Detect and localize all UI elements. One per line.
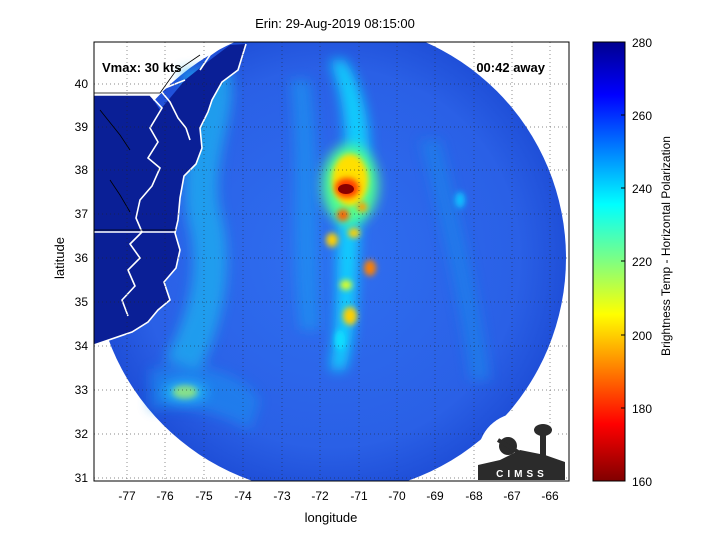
- x-tick-label: -72: [311, 489, 329, 503]
- warm-bands: [150, 70, 490, 430]
- x-tick-label: -74: [234, 489, 252, 503]
- y-tick-label: 38: [75, 163, 89, 177]
- colorbar-gradient: [592, 41, 626, 482]
- colorbar-tick: 180: [632, 402, 652, 416]
- vmax-label: Vmax: 30 kts: [102, 60, 182, 75]
- colorbar-tick: 220: [632, 255, 652, 269]
- x-tick-label: -68: [465, 489, 483, 503]
- colorbar-tick: 200: [632, 329, 652, 343]
- x-tick-label: -73: [273, 489, 291, 503]
- y-tick-label: 37: [75, 207, 89, 221]
- x-tick-label: -67: [503, 489, 521, 503]
- colorbar-label: Brightness Temp - Horizontal Polarizatio…: [659, 136, 673, 356]
- y-axis-ticks: 40 39 38 37 36 35 34 33 32 31: [75, 77, 89, 485]
- colorbar: 280 260 240 220 200 180 160 Brightness T…: [592, 36, 673, 489]
- rainband: [163, 60, 465, 402]
- colorbar-tick: 280: [632, 36, 652, 50]
- x-tick-label: -77: [118, 489, 136, 503]
- map-axes: CIMSS: [94, 42, 569, 481]
- x-axis-label: longitude: [305, 510, 358, 525]
- coastlines: [94, 43, 247, 346]
- y-tick-label: 34: [75, 339, 89, 353]
- x-tick-label: -71: [350, 489, 368, 503]
- y-tick-label: 39: [75, 120, 89, 134]
- colorbar-tick: 160: [632, 475, 652, 489]
- x-tick-label: -66: [541, 489, 559, 503]
- map-title: Erin: 29-Aug-2019 08:15:00: [255, 16, 415, 31]
- y-tick-label: 32: [75, 427, 89, 441]
- y-tick-label: 40: [75, 77, 89, 91]
- x-axis-ticks: -77 -76 -75 -74 -73 -72 -71 -70 -69 -68 …: [118, 489, 559, 503]
- x-tick-label: -70: [388, 489, 406, 503]
- time-away-label: 00:42 away: [476, 60, 545, 75]
- axes-frame: [93, 41, 570, 482]
- y-tick-label: 33: [75, 383, 89, 397]
- colorbar-tick: 240: [632, 182, 652, 196]
- x-tick-label: -76: [156, 489, 174, 503]
- y-tick-label: 31: [75, 471, 89, 485]
- y-tick-label: 36: [75, 251, 89, 265]
- y-tick-label: 35: [75, 295, 89, 309]
- x-tick-label: -75: [195, 489, 213, 503]
- y-axis-label: latitude: [52, 237, 67, 279]
- x-tick-label: -69: [426, 489, 444, 503]
- colorbar-tick: 260: [632, 109, 652, 123]
- cimss-logo: CIMSS: [478, 413, 565, 481]
- land-mass: [94, 44, 246, 345]
- logo-text: CIMSS: [496, 469, 548, 480]
